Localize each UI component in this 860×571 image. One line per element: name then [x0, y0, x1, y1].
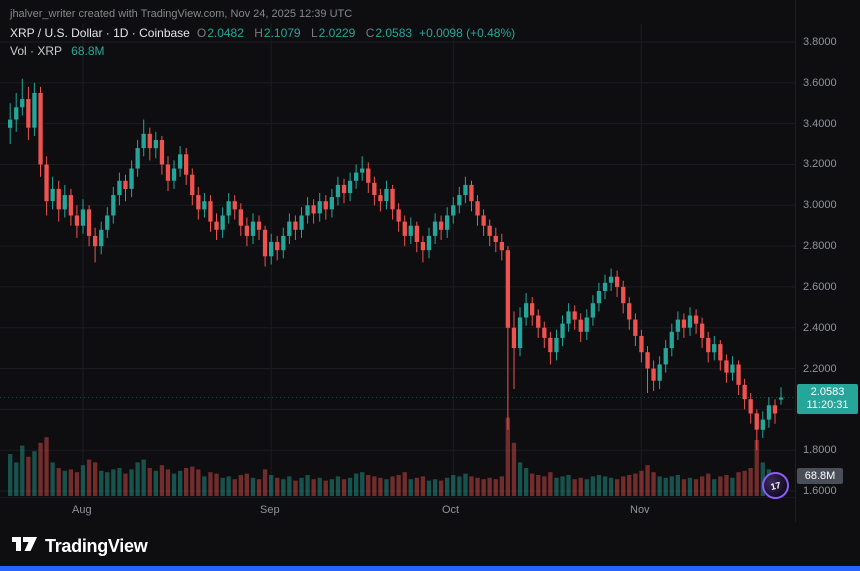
price-tick-label: 3.6000	[803, 77, 837, 89]
high-label: H	[254, 26, 263, 40]
price-tick-label: 2.6000	[803, 281, 837, 293]
attribution-text: jhalver_writer created with TradingView.…	[10, 8, 353, 20]
ohlc-values: O2.0482 H2.1079 L2.0229 C2.0583	[190, 26, 412, 41]
chart-plot-svg	[0, 24, 795, 497]
open-label: O	[196, 26, 207, 40]
change-value: +0.0098 (+0.48%)	[419, 26, 516, 40]
price-tick-label: 1.6000	[803, 485, 837, 497]
low-value: 2.0229	[318, 26, 356, 40]
low-label: L	[310, 26, 318, 40]
high-value: 2.1079	[263, 26, 301, 40]
time-tick-label: Nov	[630, 504, 650, 516]
price-tick-label: 1.8000	[803, 444, 837, 456]
price-tick-label: 2.2000	[803, 363, 837, 375]
tradingview-logo-icon[interactable]	[11, 533, 38, 559]
price-tick-label: 2.8000	[803, 240, 837, 252]
open-value: 2.0482	[207, 26, 244, 40]
time-tick-label: Oct	[442, 504, 460, 516]
time-tick-label: Sep	[260, 504, 280, 516]
footer-brand[interactable]: TradingView	[45, 535, 148, 556]
price-tick-label: 3.4000	[803, 118, 837, 130]
bottom-accent-bar	[0, 566, 860, 571]
volume-indicator-value: 68.8M	[71, 44, 105, 58]
volume-indicator-label[interactable]: Vol · XRP	[10, 44, 62, 58]
price-tick-label: 3.8000	[803, 36, 837, 48]
candlestick-chart[interactable]	[0, 0, 795, 522]
time-axis[interactable]: Aug Sep Oct Nov	[0, 497, 795, 524]
chart-legend: XRP / U.S. Dollar · 1D · Coinbase O2.048…	[10, 26, 515, 59]
price-tick-label: 3.2000	[803, 158, 837, 170]
last-price-value: 2.0583	[810, 386, 845, 398]
price-tick-label: 2.4000	[803, 322, 837, 334]
close-value: 2.0583	[375, 26, 413, 40]
sticker-glyph: 17	[769, 479, 782, 492]
price-axis[interactable]: 3.8000 3.6000 3.4000 3.2000 3.0000 2.8000 2.60…	[795, 0, 860, 522]
volume-axis-badge: 68.8M	[797, 468, 843, 484]
close-label: C	[365, 26, 375, 40]
symbol-title[interactable]: XRP / U.S. Dollar · 1D · Coinbase	[10, 26, 190, 40]
time-tick-label: Aug	[72, 504, 92, 516]
last-price-badge: 2.0583 11:20:31	[797, 384, 858, 414]
bar-countdown: 11:20:31	[806, 399, 849, 411]
footer: TradingView	[11, 531, 148, 561]
price-tick-label: 3.0000	[803, 199, 837, 211]
